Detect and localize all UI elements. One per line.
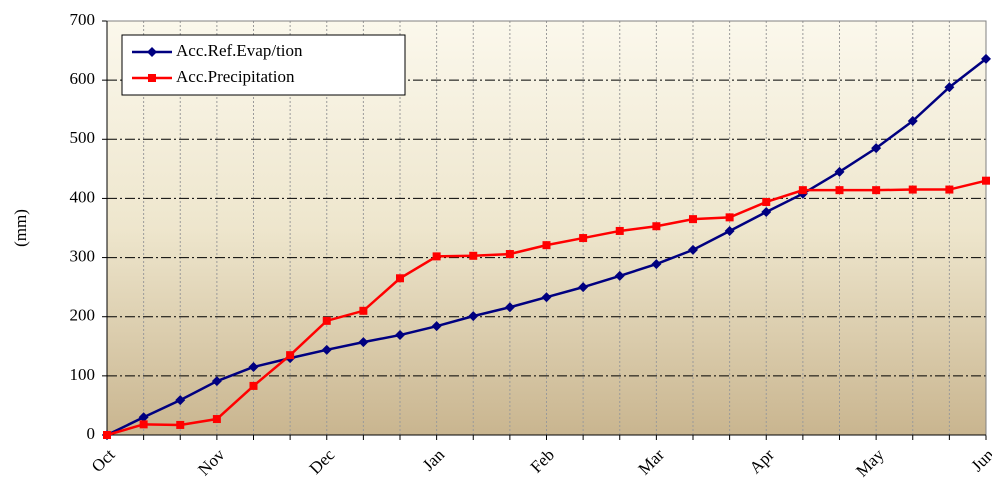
data-point — [689, 215, 697, 224]
data-point — [212, 415, 221, 424]
x-tick-label: Feb — [527, 445, 558, 476]
data-point — [286, 351, 295, 360]
legend-label: Acc.Ref.Evap/tion — [176, 41, 303, 60]
y-tick-label: 100 — [70, 365, 96, 384]
legend-label: Acc.Precipitation — [176, 67, 295, 86]
data-point — [432, 252, 441, 261]
legend-marker — [147, 47, 157, 57]
data-point — [139, 420, 148, 429]
data-point — [651, 259, 662, 270]
data-point — [724, 225, 735, 236]
x-tick-label: Oct — [88, 445, 119, 476]
data-point — [468, 311, 479, 322]
data-point — [175, 395, 186, 406]
data-point — [907, 115, 918, 126]
data-point — [725, 213, 734, 222]
data-point — [614, 270, 625, 281]
data-point — [359, 306, 368, 315]
data-point — [908, 185, 917, 194]
legend-marker — [148, 74, 156, 82]
data-point — [504, 302, 515, 313]
x-tick-label: Apr — [746, 445, 778, 477]
data-point — [176, 420, 185, 429]
x-tick-label: Jun — [967, 445, 992, 475]
y-axis-label: (mm) — [11, 209, 30, 247]
data-point — [541, 292, 552, 303]
data-point — [396, 274, 404, 283]
data-point — [138, 412, 149, 423]
data-point — [103, 431, 111, 439]
data-point — [872, 186, 881, 195]
y-tick-label: 200 — [70, 306, 96, 325]
data-point — [762, 197, 771, 206]
data-point — [871, 143, 882, 154]
data-point — [981, 53, 991, 64]
y-tick-label: 600 — [70, 69, 96, 88]
data-point — [834, 166, 845, 177]
y-tick-label: 700 — [70, 10, 96, 29]
data-point — [688, 244, 698, 255]
data-point — [395, 330, 405, 341]
data-point — [652, 222, 661, 231]
data-point — [578, 282, 589, 293]
y-tick-label: 400 — [70, 187, 96, 206]
x-tick-label: Dec — [306, 445, 339, 478]
data-point — [798, 186, 807, 195]
data-point — [321, 344, 332, 355]
data-point — [505, 250, 514, 259]
x-tick-label: Mar — [634, 445, 668, 479]
data-point — [579, 234, 588, 243]
y-tick-label: 500 — [70, 128, 96, 147]
y-tick-label: 0 — [87, 424, 96, 443]
x-tick-label: Jan — [419, 445, 449, 475]
data-point — [542, 241, 551, 250]
data-point — [761, 207, 772, 218]
data-point — [322, 316, 331, 325]
data-point — [249, 381, 258, 390]
data-point — [431, 321, 442, 332]
data-point — [944, 82, 955, 93]
data-point — [982, 176, 990, 185]
x-tick-label: Nov — [194, 445, 228, 479]
data-point — [835, 186, 844, 195]
data-point — [248, 361, 259, 372]
y-tick-label: 300 — [70, 246, 96, 265]
data-point — [211, 376, 222, 387]
x-tick-label: May — [852, 445, 888, 481]
data-point — [945, 185, 954, 194]
legend-box — [121, 34, 406, 96]
data-point — [469, 251, 478, 260]
data-point — [358, 337, 369, 348]
data-point — [615, 226, 624, 235]
